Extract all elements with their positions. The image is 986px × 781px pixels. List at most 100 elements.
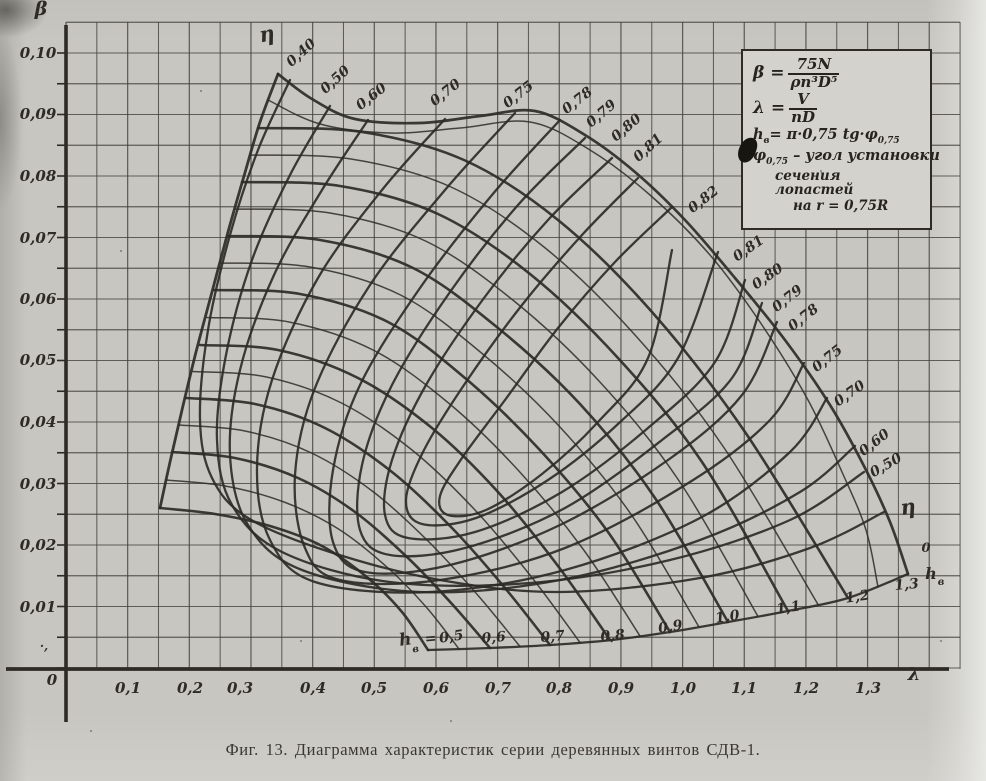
h-formula-sub2: 0,75 [877,136,900,147]
x-tick-label: 0,1 [115,679,141,697]
beta-formula-numerator: 75N [788,56,840,75]
paper-speck [120,250,122,252]
h-prefix-equals: = [424,631,437,648]
h-curve-label: 1,0 [714,607,741,626]
paper-speck [940,640,942,642]
h-curve-label: 0,9 [657,617,684,636]
h-curve-label: 1,2 [844,587,871,606]
h-formula-mid: = π·0,75 tg·φ [769,126,878,144]
paper-speck [90,730,92,732]
h-curve-intermediate [249,154,819,606]
phi-definition-line3: на r = 0,75R [793,197,889,214]
h-curve-intermediate [165,479,460,650]
y-tick-label: 0,05 [20,351,57,369]
eta-contour-η=0,78 [328,118,779,575]
eta-contour-η=0,75 [293,111,806,586]
eta-curve-label: 0,82 [685,183,722,217]
y-tick-label: 0,07 [20,229,57,247]
eta-contour-η=0,60 [228,118,857,594]
eta-curve-label: 0,60 [353,80,390,114]
figure-caption: Фиг. 13. Диаграмма характеристик серии д… [225,740,761,759]
h-curve-label: 0,7 [540,628,566,646]
eta-curve-label: 0,50 [867,450,905,481]
lambda-formula-lhs: λ = [753,97,786,118]
phi-definition: φ0,75 – угол установки [753,146,940,167]
eta-symbol-right: η [899,493,918,520]
beta-formula: β = 75N ρn³D⁵ [753,56,922,91]
paper-speck [680,330,683,333]
beta-formula-denominator: ρn³D⁵ [790,72,838,91]
x-tick-label: 0,6 [423,679,450,697]
h-curve-label: 1,3 [894,576,920,594]
x-tick-label: 0,2 [177,679,203,697]
curve-family [158,72,910,652]
phi-def-sub: 0,75 [766,156,789,167]
lambda-formula: λ = V nD [753,92,922,125]
eta-curve-label: 0,50 [317,63,353,98]
x-tick-label: 1,0 [670,679,697,697]
stray-mark: ·, [40,639,48,653]
h-curve-hв=0,8 [198,343,612,642]
h-symbol-right-sub: в [938,577,945,588]
y-tick-label: 0,03 [20,475,57,493]
x-tick-label: 0,4 [300,679,326,697]
x-tick-label: 0,3 [227,679,253,697]
h-formula-h: h [753,126,764,144]
lambda-axis-symbol: λ [907,664,921,685]
lambda-formula-denominator: nD [791,107,816,126]
h-formula-sub: в [763,136,770,147]
h-symbol-right: h [925,564,937,583]
y-tick-label: 0,02 [20,536,57,554]
eta-zero-label: 0 [921,541,930,556]
h-curve-hв=1,3 [276,72,910,576]
x-tick-label: 1,3 [855,679,881,697]
eta-contour-η=0,70 [255,117,829,594]
axes [6,25,949,722]
x-tick-label: 0,7 [485,679,512,697]
eta-contour-η=0,79 [356,136,764,558]
paper-speck [200,90,202,92]
h-curve-hв=1,1 [240,180,790,613]
eta-symbol-top: η [257,20,276,47]
eta-zero-boundary [426,572,910,652]
formula-legend-box: β = 75N ρn³D⁵ λ = V nD hв= π·0,75 tg·φ0,… [735,49,940,230]
eta-curve-label: 0,75 [500,78,537,112]
h-curve-intermediate [206,316,641,637]
lambda-formula-fraction: V nD [789,92,818,126]
lambda-formula-numerator: V [789,92,818,110]
eta-contour-η=0,81 [404,176,720,527]
beta-formula-fraction: 75N ρn³D⁵ [788,56,840,91]
x-tick-label: 1,2 [793,679,819,697]
h-curve-label: 0,5 [438,627,464,646]
beta-axis-symbol: β [34,0,48,20]
x-tick-label: 0,9 [608,679,635,697]
h-curve-hв=0,6 [170,450,492,650]
h-curve-label: 0,8 [600,627,626,645]
eta-contour-η=0,82 [438,205,674,518]
h-curve-hв=0,5 [158,506,430,652]
eta-curve-label: 0,81 [630,131,666,166]
paper-speck [40,240,43,243]
h-curve-hв=1,0 [226,234,730,624]
h-curve-hв=0,9 [212,288,672,634]
paper-speck [820,170,822,172]
eta-contour-η=0,50 [215,104,866,587]
eta-curve-label: 0,75 [809,342,846,376]
phi-def-symbol: φ [753,146,767,164]
eta-curve-label: 0,80 [608,111,645,145]
h-prefix: h [398,629,413,651]
h-curve-hв=1,25 [267,99,879,588]
y-tick-label: 0,04 [20,413,57,431]
h-curve-label: 1,1 [775,598,801,617]
paper-speck [300,640,302,642]
y-tick-label: 0,08 [20,167,57,185]
phi-definition-line2: сечения лопастей [775,167,854,198]
y-tick-label: 0,06 [20,290,57,308]
h-prefix-sub: в [412,644,420,656]
y-tick-label: 0,09 [20,105,57,123]
h-curve-label: 0,6 [481,629,507,647]
eta-contour-η=0,40 [198,78,886,594]
beta-formula-lhs: β = [753,62,785,83]
